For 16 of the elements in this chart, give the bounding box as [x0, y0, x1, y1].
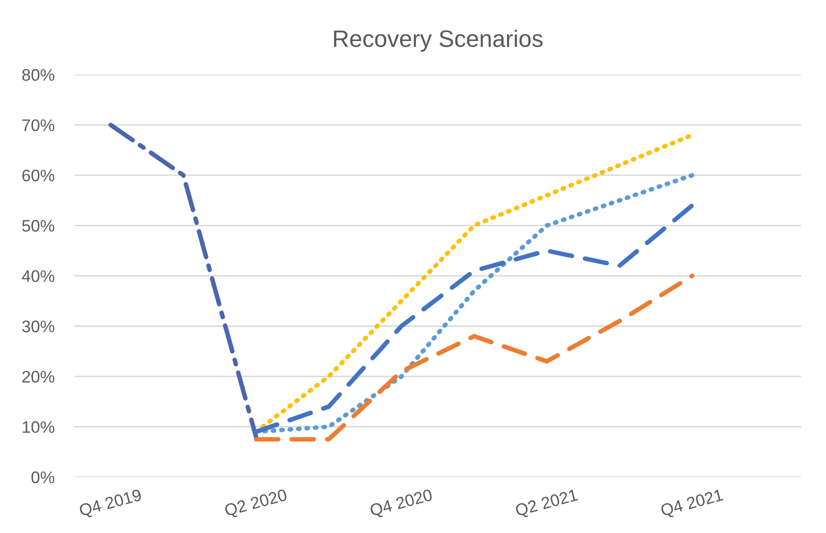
line-series: [254, 274, 694, 442]
y-tick-label: 70%: [22, 119, 54, 132]
y-tick-label: 80%: [22, 69, 54, 81]
y-tick-label: 60%: [22, 170, 54, 182]
y-tick-label: 40%: [22, 270, 54, 282]
y-tick-label: 0%: [31, 471, 54, 484]
x-tick-label: Q4 2021: [660, 488, 724, 520]
y-tick-label: 50%: [22, 220, 54, 232]
x-tick-label: Q4 2019: [78, 488, 143, 520]
x-tick-label: Q2 2021: [514, 488, 579, 520]
y-tick-label: 10%: [22, 421, 54, 433]
x-tick-label: Q2 2020: [224, 488, 288, 520]
y-tick-label: 30%: [22, 320, 54, 332]
x-tick-label: Q4 2020: [369, 488, 434, 520]
y-tick-label: 20%: [22, 370, 54, 383]
chart-title: Recovery Scenarios: [334, 30, 543, 52]
